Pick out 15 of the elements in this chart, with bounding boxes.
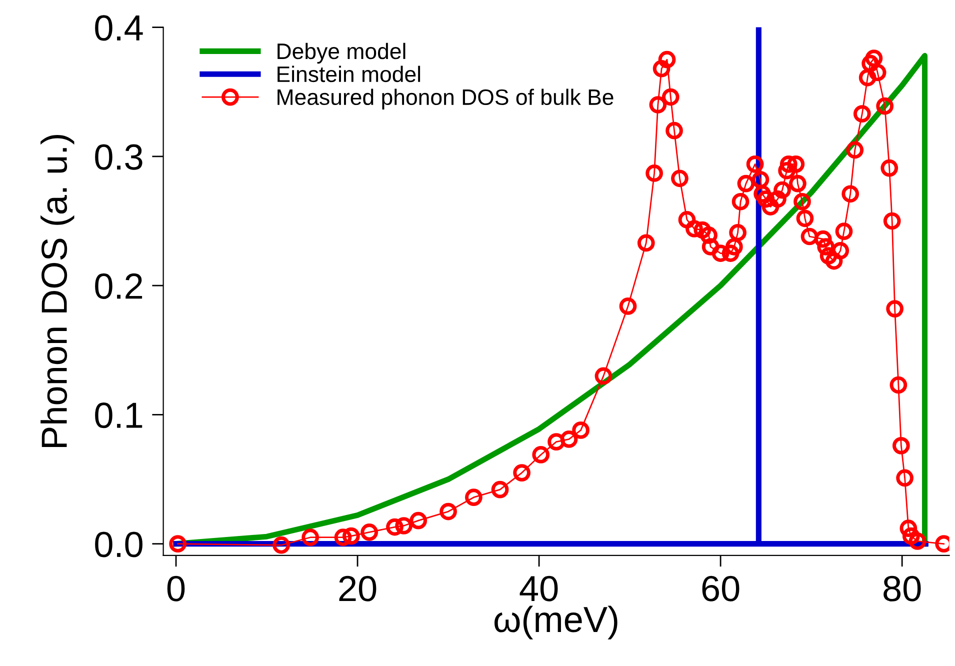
legend-label: Einstein model [278, 66, 420, 82]
y-tick-label: 0.3 [95, 144, 142, 170]
legend-label: Debye model [278, 42, 406, 64]
y-tick-label: 0.1 [95, 402, 142, 428]
legend-label: Measured phonon DOS of bulk Be [278, 88, 614, 110]
y-tick-label: 0.0 [95, 532, 142, 558]
y-tick-label: 0.4 [95, 15, 143, 41]
x-tick-label: 60 [702, 576, 740, 602]
y-tick-label: 0.2 [95, 273, 142, 300]
x-tick-label: 80 [884, 576, 921, 602]
y-axis-title: Phonon DOS (a. u.) [40, 135, 74, 447]
x-tick-label: 20 [339, 576, 376, 602]
x-tick-label: 40 [520, 576, 558, 602]
x-axis-title: ω(meV) [494, 606, 618, 640]
x-tick-label: 0 [167, 576, 185, 602]
